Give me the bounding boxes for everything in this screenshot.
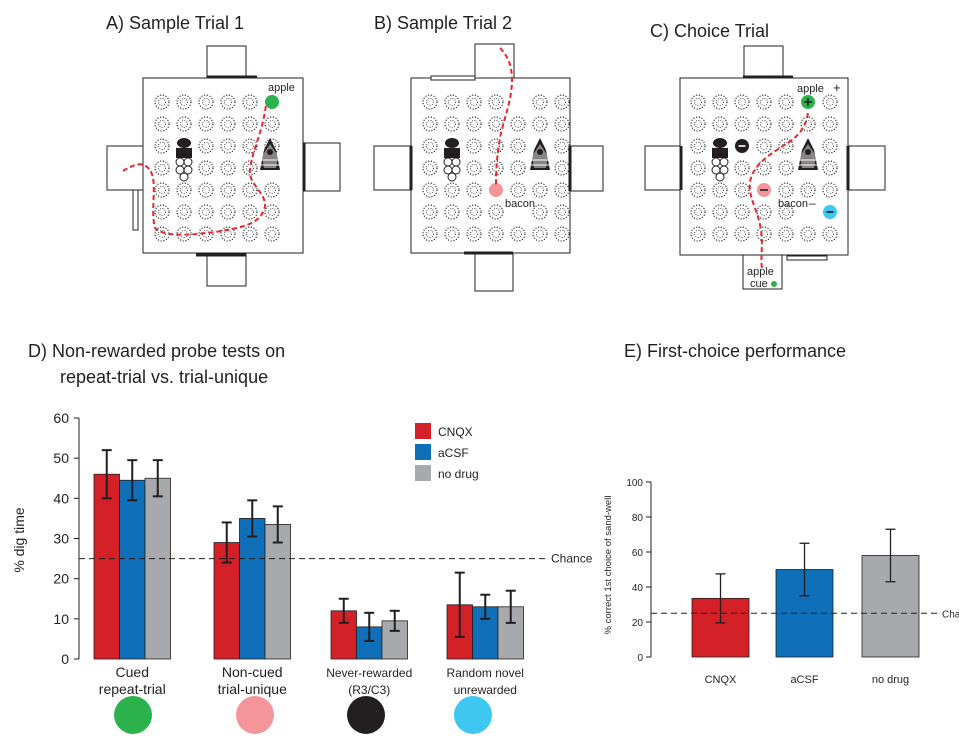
legend-label-no-drug: no drug (438, 467, 479, 481)
bacon-well-icon (489, 183, 503, 197)
chart-d-ytick-label: 20 (53, 571, 69, 587)
chart-e-chance-label: Chance (942, 609, 959, 620)
panel-d-title-line2: repeat-trial vs. trial-unique (60, 367, 268, 387)
apple-cue-label-line1: apple (747, 266, 774, 278)
chart-e-category-label: no drug (872, 674, 909, 686)
arena-c-bacon-label: bacon (778, 198, 808, 210)
panel-e-title: E) First-choice performance (624, 341, 846, 361)
random-novel-category-icon (454, 696, 492, 734)
arena-b: bacon (373, 43, 604, 292)
legend-swatch-acsf (415, 444, 431, 460)
chart-d-bar-no-drug (144, 477, 171, 660)
legend-swatch-cnqx (415, 423, 431, 439)
panel-b-title: B) Sample Trial 2 (374, 13, 512, 33)
chart-e-category-label: aCSF (790, 674, 818, 686)
rat-path-a (122, 104, 267, 236)
apple-well-icon (265, 95, 279, 109)
chart-d-ytick-label: 40 (53, 490, 69, 506)
chart-d-category-label: unrewarded (454, 683, 517, 697)
never-rewarded-category-icon (347, 696, 385, 734)
chart-d-category-label: Cued (116, 664, 149, 680)
chart-d-category-label: repeat-trial (99, 681, 166, 697)
arena-c-minus-label: – (809, 196, 816, 210)
apple-cue-label-line2: cue (750, 278, 768, 290)
rat-path-c (748, 109, 809, 269)
chart-d-category-label: (R3/C3) (348, 683, 390, 697)
chart-d-category-label: Non-cued (222, 664, 283, 680)
panel-a-title: A) Sample Trial 1 (106, 13, 244, 33)
chart-e-ylabel: % correct 1st choice of sand-well (603, 496, 614, 635)
chart-e: 0 20 40 60 80 100 % correct 1st choice of san… (603, 478, 959, 686)
legend-label-cnqx: CNQX (438, 425, 473, 439)
chart-d-bar-no-drug (264, 524, 291, 660)
chart-e-ytick-label: 0 (637, 653, 643, 664)
arena-a-apple-label: apple (268, 82, 295, 94)
chart-d-ylabel: % dig time (11, 507, 27, 573)
chart-d-category-label: Random novel (447, 666, 524, 680)
category-well-legend (114, 696, 492, 734)
chart-d-ytick-label: 30 (53, 531, 69, 547)
chart-e-ytick-label: 60 (632, 548, 644, 559)
panel-c-title: C) Choice Trial (650, 21, 769, 41)
chart-d-category-label: trial-unique (218, 681, 287, 697)
rat-path-b (495, 47, 514, 187)
cued-category-apple-icon (114, 696, 152, 734)
panel-d-title-line1: D) Non-rewarded probe tests on (28, 341, 285, 361)
chart-d-ytick-label: 0 (61, 651, 69, 667)
arena-c: apple + bacon – apple cue (644, 45, 886, 290)
arena-a-doors (106, 45, 341, 287)
arena-c-box (679, 77, 849, 256)
chart-d-chance-label: Chance (551, 552, 593, 566)
chart-d-ytick-label: 10 (53, 611, 69, 627)
chart-d-legend: CNQX aCSF no drug (415, 423, 479, 481)
chart-e-category-label: CNQX (705, 674, 737, 686)
chart-d-bar-acsf (239, 518, 266, 660)
chart-d-ytick-label: 50 (53, 450, 69, 466)
chart-d-ytick-label: 60 (53, 410, 69, 426)
legend-label-acsf: aCSF (438, 446, 469, 460)
chart-d: 0 10 20 30 40 50 60 % dig time Chance Cuedrepe… (11, 410, 593, 734)
arena-b-bacon-label: bacon (505, 198, 535, 210)
chart-e-ytick-label: 100 (626, 478, 643, 489)
chart-d-category-label: Never-rewarded (326, 666, 412, 680)
arena-c-plus-label: + (833, 80, 841, 95)
arena-a: apple (106, 45, 341, 287)
chart-d-bar-cnqx (93, 473, 120, 660)
chart-d-bar-acsf (119, 479, 146, 660)
legend-swatch-no-drug (415, 465, 431, 481)
chart-e-ytick-label: 80 (632, 513, 644, 524)
noncued-category-bacon-icon (236, 696, 274, 734)
apple-cue-dot-icon (771, 281, 777, 287)
chart-e-ytick-label: 40 (632, 583, 644, 594)
arena-c-apple-label: apple (797, 83, 824, 95)
chart-e-ytick-label: 20 (632, 618, 644, 629)
